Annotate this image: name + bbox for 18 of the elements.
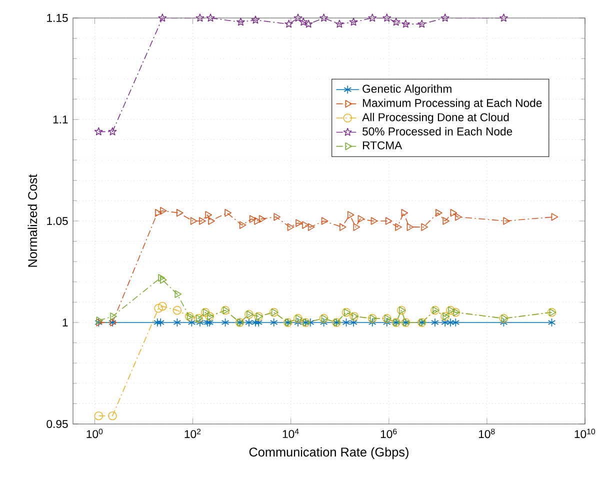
legend-label: Genetic Algorithm [362, 84, 452, 96]
y-axis-title: Normalized Cost [28, 174, 38, 267]
x-tick-label: 10$^{0}$ [86, 428, 103, 438]
y-tick-label: 1.05 [47, 216, 68, 225]
x-tick-label: 10$^{4}$ [282, 428, 299, 438]
y-tick-label: 0.95 [46, 420, 68, 428]
y-tick-label: 1 [62, 318, 68, 326]
x-tick-label: 10$^{2}$ [184, 428, 201, 438]
x-tick-label: 10$^{10}$ [574, 428, 596, 438]
y-tick-label: 1.15 [47, 14, 68, 22]
x-tick-label: 10$^{8}$ [478, 428, 495, 438]
legend-label: RTCMA [362, 141, 402, 150]
x-tick-label: 10$^{6}$ [380, 428, 397, 438]
legend-label: Maximum Processing at Each Node [362, 98, 542, 110]
legend-label: All Processing Done at Cloud [362, 112, 509, 124]
y-tick-label: 1.1 [53, 116, 68, 124]
x-axis-title: Communication Rate (Gbps) [249, 447, 408, 460]
legend-label: 50% Processed in Each Node [362, 127, 512, 136]
